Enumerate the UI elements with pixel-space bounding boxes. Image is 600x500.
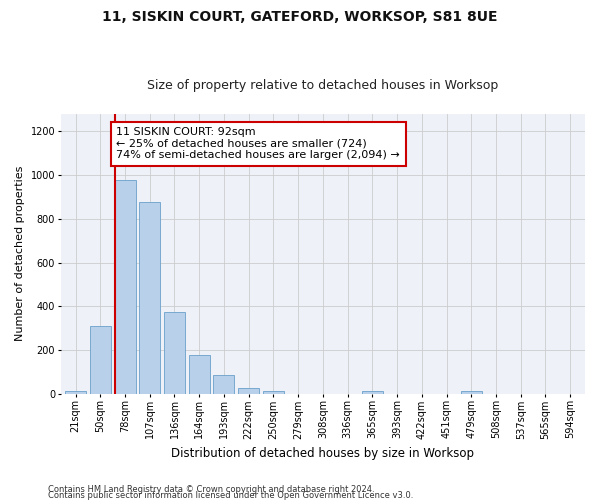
Bar (214, 375, 235, 394)
Title: Size of property relative to detached houses in Worksop: Size of property relative to detached ho… (147, 79, 499, 92)
Bar (238, 388, 259, 394)
Bar (362, 391, 383, 394)
Bar (461, 391, 482, 394)
Text: Contains public sector information licensed under the Open Government Licence v3: Contains public sector information licen… (48, 490, 413, 500)
Text: 11 SISKIN COURT: 92sqm
← 25% of detached houses are smaller (724)
74% of semi-de: 11 SISKIN COURT: 92sqm ← 25% of detached… (116, 127, 400, 160)
Bar (189, 356, 210, 394)
X-axis label: Distribution of detached houses by size in Worksop: Distribution of detached houses by size … (172, 447, 475, 460)
Y-axis label: Number of detached properties: Number of detached properties (15, 166, 25, 342)
Bar (164, 312, 185, 394)
Bar (115, 180, 136, 394)
Bar (90, 326, 111, 394)
Bar (263, 391, 284, 394)
Bar (65, 391, 86, 394)
Bar (139, 202, 160, 394)
Text: 11, SISKIN COURT, GATEFORD, WORKSOP, S81 8UE: 11, SISKIN COURT, GATEFORD, WORKSOP, S81… (102, 10, 498, 24)
Text: Contains HM Land Registry data © Crown copyright and database right 2024.: Contains HM Land Registry data © Crown c… (48, 485, 374, 494)
